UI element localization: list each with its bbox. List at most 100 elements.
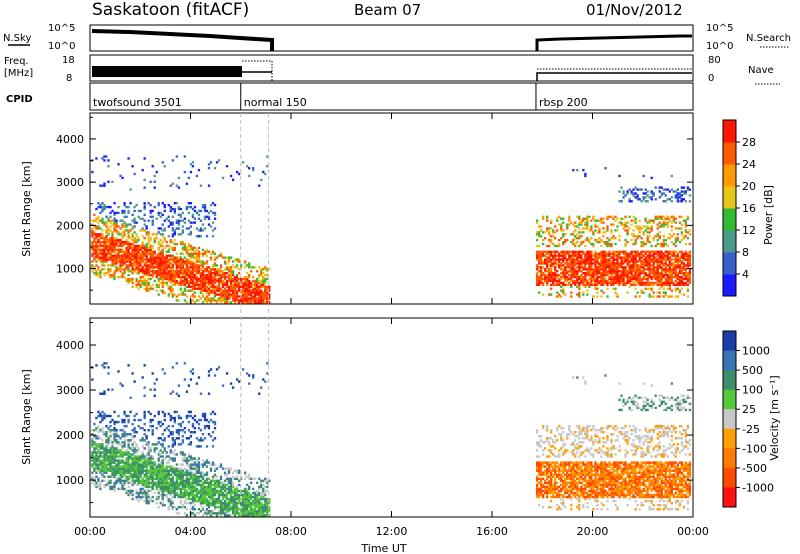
velocity-cell	[91, 433, 94, 436]
power-cell	[574, 225, 577, 228]
power-cell	[537, 291, 541, 294]
power-cell	[592, 283, 595, 287]
power-cell	[171, 229, 174, 232]
power-cell	[566, 279, 569, 283]
power-cell	[183, 170, 187, 174]
velocity-cell	[91, 481, 94, 485]
power-cell	[129, 244, 132, 248]
velocity-cell	[161, 433, 164, 436]
power-cell	[260, 293, 263, 296]
power-cell	[650, 244, 653, 248]
power-cell	[548, 264, 551, 267]
power-cell	[161, 291, 164, 294]
velocity-cell	[107, 437, 110, 440]
power-cell	[171, 256, 174, 259]
power-cell	[235, 283, 239, 287]
power-cell	[594, 279, 597, 283]
power-cell	[678, 215, 681, 218]
power-cell	[117, 231, 120, 234]
velocity-cell	[193, 507, 197, 511]
power-cell	[101, 250, 104, 253]
power-cell	[171, 182, 174, 185]
velocity-cell	[153, 463, 156, 466]
velocity-cell	[175, 410, 178, 414]
power-cell	[546, 283, 549, 287]
power-cell	[203, 283, 207, 287]
power-cell	[598, 262, 601, 265]
velocity-cell	[147, 453, 150, 456]
power-cell	[125, 248, 128, 252]
power-cell	[584, 258, 587, 261]
velocity-cell	[119, 455, 122, 458]
power-cell	[586, 281, 589, 285]
power-cell	[268, 295, 271, 298]
velocity-cell	[137, 483, 140, 487]
velocity-cell	[115, 433, 118, 436]
power-cell	[173, 275, 176, 279]
velocity-cell	[101, 416, 104, 420]
power-cell	[602, 235, 605, 238]
velocity-cell	[111, 475, 114, 479]
power-cell	[578, 268, 581, 271]
power-cell	[568, 256, 571, 259]
power-cell	[546, 281, 549, 285]
power-cell	[147, 252, 150, 255]
power-cell	[203, 275, 207, 279]
velocity-cell	[117, 461, 120, 464]
velocity-cell	[93, 443, 96, 446]
power-cell	[133, 244, 136, 248]
velocity-cell	[127, 461, 130, 464]
power-cell	[219, 289, 223, 292]
power-cell	[628, 264, 631, 267]
power-cell	[684, 277, 688, 281]
power-cell	[149, 203, 152, 207]
power-cell	[107, 258, 110, 261]
velocity-cell	[161, 422, 164, 426]
velocity-cell	[135, 465, 138, 468]
velocity-cell	[125, 433, 128, 436]
power-cell	[197, 295, 201, 298]
power-cell	[594, 225, 597, 228]
power-cell	[233, 297, 237, 300]
power-cell	[544, 275, 547, 279]
power-cell	[618, 254, 621, 257]
velocity-cell	[139, 497, 142, 501]
velocity-cell	[137, 457, 140, 460]
power-cell	[632, 266, 635, 269]
power-cell	[147, 260, 150, 263]
power-cell	[119, 256, 122, 259]
velocity-cell	[181, 495, 185, 499]
power-cell	[644, 277, 647, 281]
power-cell	[169, 291, 172, 294]
power-cell	[171, 283, 174, 287]
power-cell	[594, 260, 597, 263]
velocity-cell	[179, 505, 182, 509]
power-cell	[205, 254, 209, 257]
power-cell	[115, 223, 118, 226]
power-cell	[654, 198, 657, 201]
velocity-cell	[131, 435, 134, 438]
power-cell	[582, 250, 585, 253]
power-cell	[610, 229, 613, 232]
power-cell	[219, 277, 223, 281]
power-cell	[634, 275, 637, 279]
power-cell	[121, 256, 124, 259]
power-cell	[248, 275, 251, 279]
power-cell	[181, 262, 185, 265]
velocity-cell	[129, 491, 132, 495]
velocity-cell	[139, 465, 142, 468]
velocity-cell	[125, 491, 128, 495]
velocity-cell	[139, 491, 142, 495]
power-cell	[167, 293, 170, 296]
velocity-cell	[175, 493, 178, 497]
velocity-cell	[191, 463, 195, 466]
power-cell	[229, 301, 233, 304]
velocity-cell	[189, 481, 193, 485]
power-cell	[584, 227, 587, 230]
power-cell	[674, 244, 677, 248]
velocity-cell	[149, 481, 152, 485]
power-cell	[584, 260, 587, 263]
power-cell	[646, 260, 649, 263]
power-cell	[127, 264, 130, 267]
power-cell	[586, 272, 589, 275]
